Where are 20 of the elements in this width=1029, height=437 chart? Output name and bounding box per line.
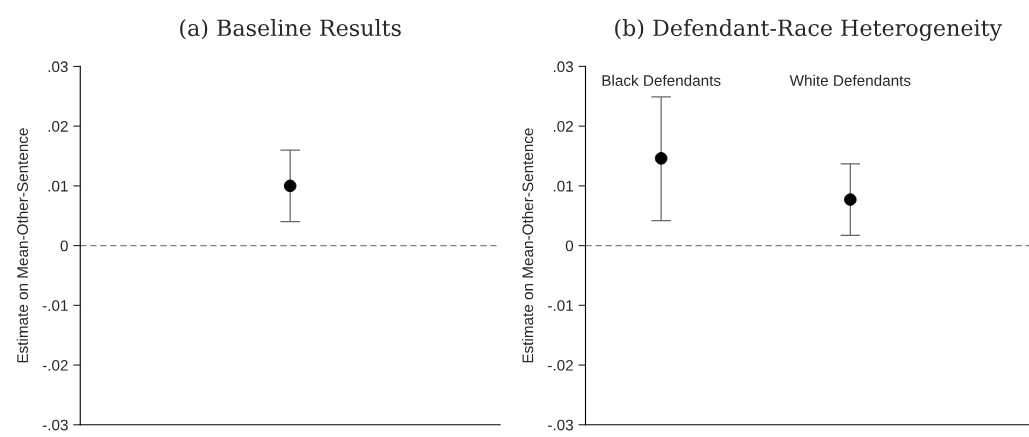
y-tick-label: .02 [48, 121, 68, 132]
x-tick-label: White Defendants [789, 74, 911, 86]
y-tick-label: -.01 [548, 300, 573, 311]
chart-title: (a) Baseline Results [180, 18, 401, 40]
chart-title: (b) Defendant-Race Heterogeneity [615, 18, 1003, 41]
y-tick-label: -.01 [42, 300, 68, 311]
y-tick-label: .03 [553, 61, 574, 73]
y-tick-label: .03 [48, 61, 68, 73]
y-tick-label: -.02 [548, 359, 573, 371]
y-tick-label: -.02 [42, 359, 68, 371]
y-axis-title: Estimate on Mean-Other-Sentence [522, 128, 534, 363]
y-tick-label: -.03 [42, 419, 68, 431]
y-tick-label: 0 [565, 240, 574, 252]
y-tick-label: -.03 [548, 419, 574, 431]
x-tick-label: Black Defendants [602, 74, 721, 86]
y-tick-label: 0 [60, 240, 68, 252]
y-tick-label: .01 [48, 180, 68, 192]
y-axis-title: Estimate on Mean-Other-Sentence [16, 128, 28, 363]
y-tick-label: .01 [553, 180, 573, 192]
y-tick-label: .02 [553, 121, 573, 132]
